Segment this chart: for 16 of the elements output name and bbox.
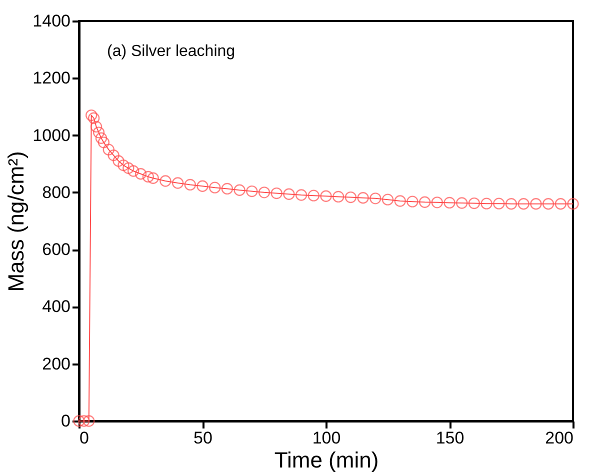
- y-tick-label: 0: [61, 412, 70, 430]
- x-axis-title: Time (min): [274, 448, 379, 472]
- y-tick-label: 1400: [32, 12, 70, 30]
- y-tick-label: 200: [42, 354, 70, 374]
- y-tick-label: 400: [42, 297, 70, 316]
- y-tick-label: 1200: [32, 68, 70, 88]
- x-tick-label: 150: [436, 428, 464, 448]
- x-tick-label: 100: [312, 428, 341, 448]
- y-axis-title: Mass (ng/cm²): [4, 151, 29, 292]
- y-tick-label: 800: [42, 182, 70, 202]
- y-tick-label: 1000: [32, 126, 70, 145]
- x-tick-label: 200: [545, 428, 574, 448]
- x-tick-label: 50: [194, 428, 212, 448]
- y-tick-label: 600: [42, 240, 70, 260]
- x-tick-label: 0: [80, 428, 89, 448]
- annotation: (a) Silver leaching: [107, 43, 236, 60]
